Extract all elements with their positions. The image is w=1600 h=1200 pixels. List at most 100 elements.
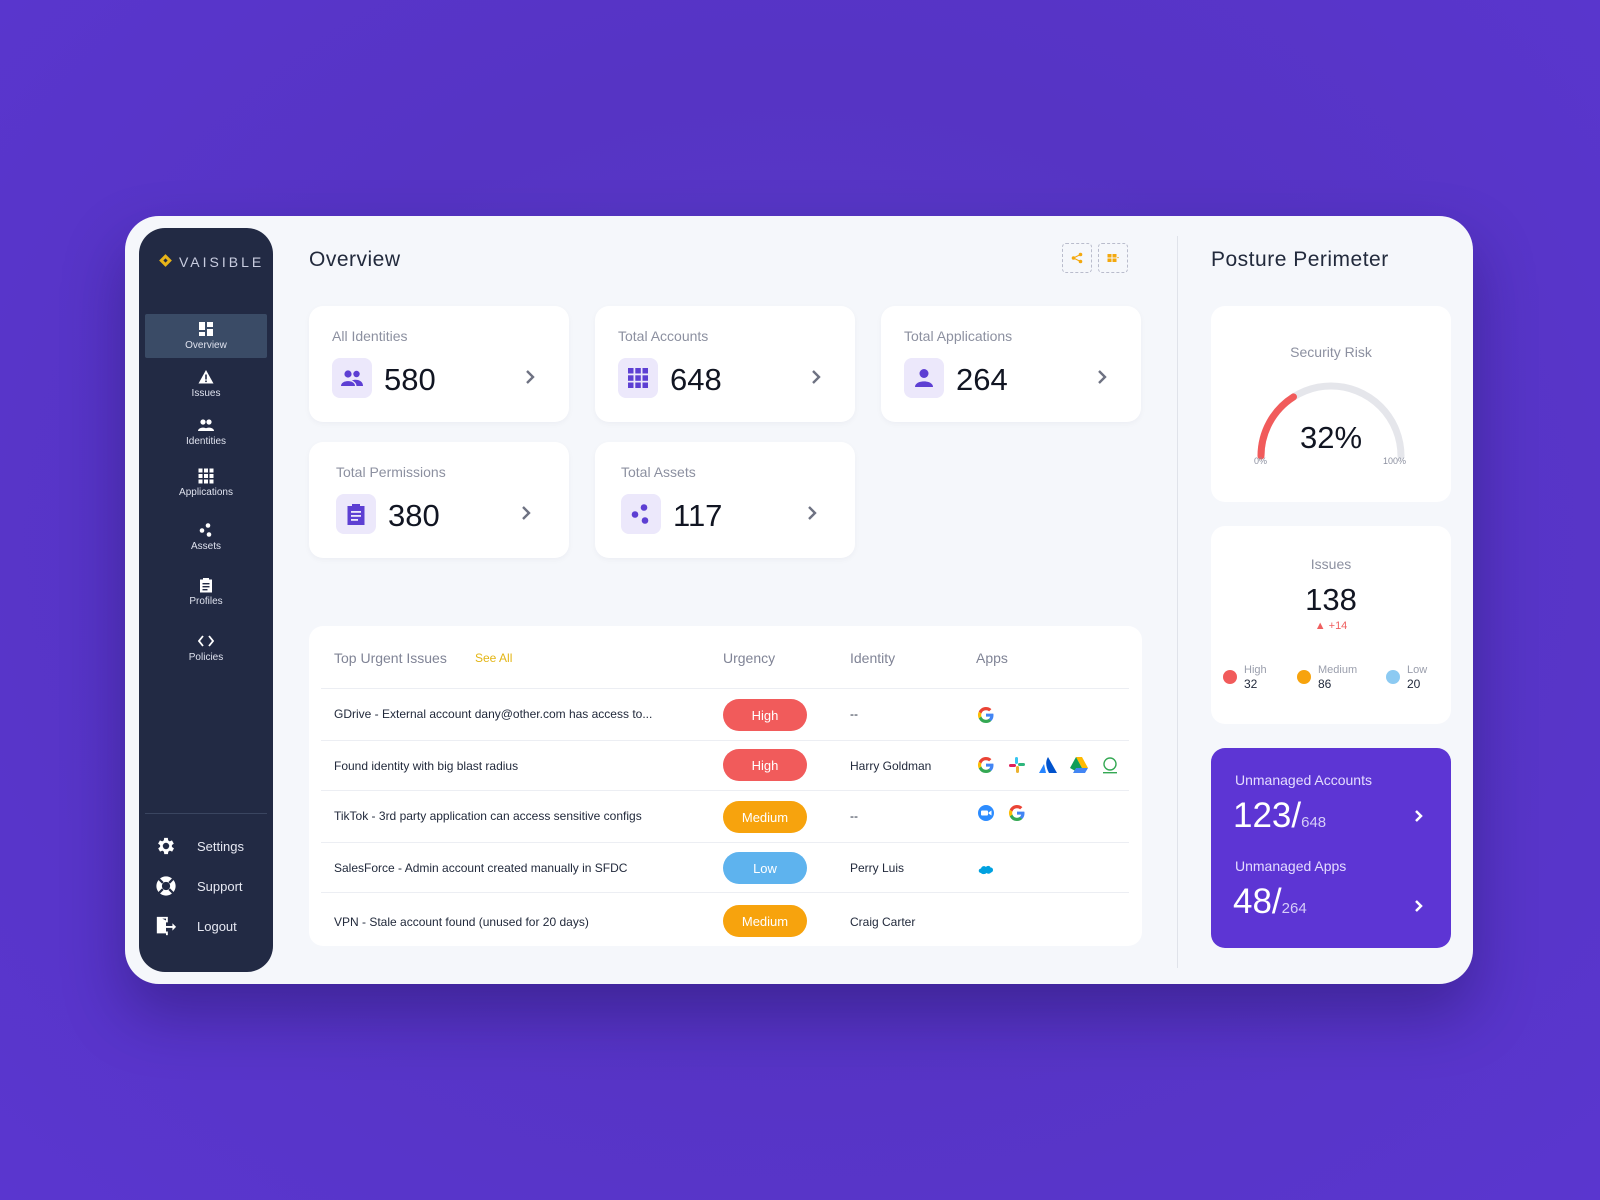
stat-card-accounts[interactable]: Total Accounts 648 [595, 306, 855, 422]
table-row[interactable]: VPN - Stale account found (unused for 20… [321, 892, 1129, 944]
legend-count: 20 [1407, 677, 1421, 691]
people-icon [341, 370, 363, 386]
page-title: Overview [309, 248, 401, 271]
stat-card-assets[interactable]: Total Assets 117 [595, 442, 855, 558]
sidebar-item-assets[interactable]: Assets [145, 512, 267, 562]
chevron-right-icon[interactable] [1095, 368, 1109, 386]
stat-label: Total Applications [904, 328, 1013, 344]
trend-up-icon: ▲ [1314, 620, 1326, 632]
unmanaged-accounts-value[interactable]: 123/648 [1233, 796, 1326, 836]
urgency-badge: Medium [723, 905, 807, 937]
legend-item-low: Low 20 [1386, 664, 1427, 691]
share-icon [1071, 252, 1083, 264]
stat-card-identities[interactable]: All Identities 580 [309, 306, 569, 422]
app-window: VAISIBLE Overview Issues Identities Appl… [125, 216, 1473, 984]
legend-count: 32 [1244, 677, 1258, 691]
sidebar: VAISIBLE Overview Issues Identities Appl… [139, 228, 273, 972]
app-icons [976, 705, 996, 725]
stat-card-permissions[interactable]: Total Permissions 380 [309, 442, 569, 558]
layout-grid-icon [1107, 254, 1119, 262]
logout-icon [156, 916, 177, 936]
identity-text: Perry Luis [850, 861, 905, 875]
sidebar-item-support[interactable]: Support [155, 866, 265, 906]
chevron-right-icon[interactable] [805, 504, 819, 522]
gauge-fill [1257, 393, 1297, 460]
table-row[interactable]: SalesForce - Admin account created manua… [321, 842, 1129, 892]
table-row[interactable]: Found identity with big blast radius Hig… [321, 740, 1129, 790]
chevron-right-icon[interactable] [519, 504, 533, 522]
column-header-identity[interactable]: Identity [850, 650, 896, 666]
issues-delta: ▲ +14 [1211, 620, 1451, 632]
sidebar-item-policies[interactable]: Policies [145, 622, 267, 674]
stat-label: Total Permissions [336, 464, 446, 480]
column-divider [1177, 236, 1178, 968]
stat-value: 380 [388, 498, 440, 533]
sidebar-item-label: Policies [188, 652, 224, 663]
app-generic-icon [1100, 755, 1120, 775]
stat-icon-box [332, 358, 372, 398]
sidebar-item-label: Profiles [189, 596, 223, 607]
stat-icon-box [618, 358, 658, 398]
sidebar-item-settings[interactable]: Settings [155, 826, 265, 866]
issue-text: VPN - Stale account found (unused for 20… [334, 915, 589, 929]
chevron-right-icon[interactable] [809, 368, 823, 386]
person-icon [915, 369, 933, 387]
chevron-right-icon[interactable] [1413, 899, 1425, 913]
logo-text: VAISIBLE [179, 254, 265, 270]
low-dot [1386, 670, 1400, 684]
share-button[interactable] [1062, 243, 1092, 273]
gauge-max-label: 100% [1383, 456, 1407, 466]
sidebar-item-label: Issues [191, 388, 221, 399]
stat-label: Total Assets [621, 464, 696, 480]
issues-summary-card[interactable]: Issues 138 ▲ +14 High 32 Medium 86 Low 2… [1211, 526, 1451, 724]
issue-text: Found identity with big blast radius [334, 759, 519, 773]
sidebar-item-label: Identities [185, 436, 227, 447]
slack-icon [1007, 755, 1027, 775]
legend-label: Medium [1318, 664, 1358, 676]
security-risk-card[interactable]: Security Risk 32% 0% 100% [1211, 306, 1451, 502]
unmanaged-accounts-count: 123/ [1233, 796, 1302, 835]
chevron-right-icon[interactable] [1413, 809, 1425, 823]
sidebar-item-issues[interactable]: Issues [145, 362, 267, 406]
unmanaged-accounts-label: Unmanaged Accounts [1235, 772, 1372, 788]
urgent-issues-table: Top Urgent Issues See All Urgency Identi… [309, 626, 1142, 946]
sidebar-item-applications[interactable]: Applications [145, 458, 267, 508]
issue-text: TikTok - 3rd party application can acces… [334, 809, 642, 823]
issues-total: 138 [1305, 582, 1357, 617]
logo-icon [159, 255, 173, 269]
layout-button[interactable] [1098, 243, 1128, 273]
urgency-badge: Low [723, 852, 807, 884]
unmanaged-apps-total: 264 [1281, 900, 1307, 917]
google-icon [976, 755, 996, 775]
column-header-urgency[interactable]: Urgency [723, 650, 776, 666]
sidebar-item-label: Applications [179, 487, 233, 498]
legend-count: 86 [1318, 677, 1332, 691]
unmanaged-apps-label: Unmanaged Apps [1235, 858, 1347, 874]
stat-card-applications[interactable]: Total Applications 264 [881, 306, 1141, 422]
stat-value: 264 [956, 362, 1008, 397]
gauge-min-label: 0% [1254, 456, 1268, 466]
settings-label: Settings [197, 838, 244, 854]
high-dot [1223, 670, 1237, 684]
stat-icon-box [621, 494, 661, 534]
column-header-apps[interactable]: Apps [976, 650, 1008, 666]
table-row[interactable]: TikTok - 3rd party application can acces… [321, 790, 1129, 842]
table-row[interactable]: GDrive - External account dany@other.com… [321, 688, 1129, 740]
unmanaged-accounts-total: 648 [1301, 814, 1327, 831]
sidebar-item-overview[interactable]: Overview [145, 314, 267, 358]
logo[interactable]: VAISIBLE [159, 254, 264, 270]
sidebar-item-identities[interactable]: Identities [145, 410, 267, 454]
sidebar-nav: Overview Issues Identities Applications … [145, 314, 267, 678]
issue-text: GDrive - External account dany@other.com… [334, 707, 653, 721]
unmanaged-apps-value[interactable]: 48/264 [1233, 882, 1307, 922]
clipboard-icon [347, 504, 365, 525]
unmanaged-card: Unmanaged Accounts 123/648 Unmanaged App… [1211, 748, 1451, 948]
lifebuoy-icon [156, 876, 176, 896]
salesforce-icon [976, 859, 996, 879]
see-all-link[interactable]: See All [475, 651, 513, 665]
identity-text: Harry Goldman [850, 759, 932, 773]
chevron-right-icon[interactable] [523, 368, 537, 386]
sidebar-item-profiles[interactable]: Profiles [145, 566, 267, 618]
sidebar-item-logout[interactable]: Logout [155, 906, 265, 946]
stat-icon-box [904, 358, 944, 398]
